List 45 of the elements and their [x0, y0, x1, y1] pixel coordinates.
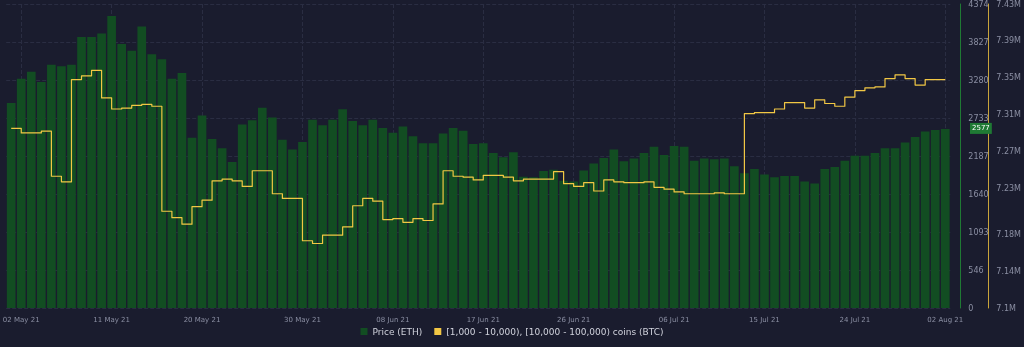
y2-tick-label: 7.18M	[996, 229, 1022, 239]
bar	[197, 115, 207, 308]
y-tick-label: 3827	[968, 37, 989, 47]
y-tick-label: 546	[968, 265, 984, 275]
y2-tick-label: 7.14M	[996, 266, 1022, 276]
y-tick-label: 4374	[968, 0, 989, 9]
bar	[388, 132, 398, 308]
bar	[870, 153, 880, 308]
bar	[619, 161, 629, 308]
y2-tick-label: 7.35M	[996, 73, 1022, 83]
legend-label: Price (ETH)	[372, 326, 423, 337]
bar	[649, 146, 659, 308]
bar	[448, 127, 458, 308]
y-tick-label: 0	[968, 303, 974, 313]
y-tick-label: 1640	[968, 189, 989, 199]
y-tick-label: 2733	[968, 113, 989, 123]
bar	[639, 153, 649, 308]
bar	[408, 136, 418, 308]
bar	[880, 148, 890, 308]
y-tick-label: 3280	[968, 75, 989, 85]
bar	[860, 155, 870, 308]
bar	[167, 78, 177, 308]
bar	[850, 155, 860, 308]
bar	[669, 146, 679, 308]
bar	[910, 137, 920, 308]
y-tick-label: 1093	[968, 227, 989, 237]
bar	[418, 143, 428, 308]
y2-tick-label: 7.23M	[996, 183, 1022, 193]
y2-tick-label: 7.1M	[996, 303, 1017, 313]
bar	[629, 158, 639, 308]
y-tick-label: 2187	[968, 151, 989, 161]
y2-tick-label: 7.43M	[996, 0, 1022, 9]
bar	[398, 126, 408, 308]
bar	[217, 148, 227, 308]
y2-tick-label: 7.27M	[996, 146, 1022, 156]
y2-tick-label: 7.31M	[996, 110, 1022, 120]
bar	[890, 148, 900, 308]
bar	[227, 162, 237, 308]
bar	[900, 142, 910, 308]
bar	[659, 155, 669, 308]
y2-tick-label: 7.39M	[996, 36, 1022, 46]
bar	[679, 146, 689, 308]
bar	[177, 73, 187, 308]
bar	[458, 130, 468, 308]
legend-label: [1,000 - 10,000), [10,000 - 100,000) coins (BTC)	[446, 326, 664, 337]
